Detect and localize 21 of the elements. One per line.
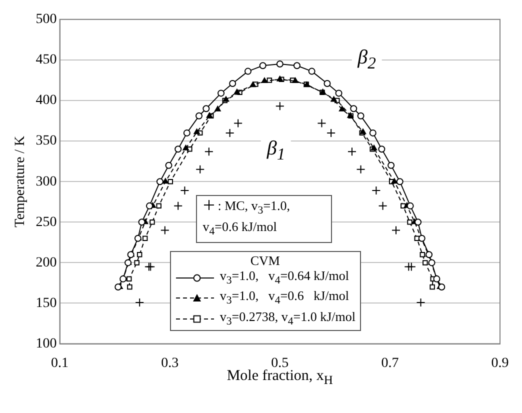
y-tick-label: 100 (36, 336, 57, 352)
y-axis-title: Temperature / K (13, 136, 28, 228)
legend-label: v$_{3}$=0.2738, v$_{4}$=1.0 kJ/mol (220, 308, 356, 330)
legend-frame: : MC, v$_{3}$=1.0, v$_{4}$=0.6 kJ/mol (196, 195, 332, 243)
legend-title: CVM (249, 252, 281, 268)
x-tick-label: 0.9 (491, 356, 509, 371)
legend-label: v$_{3}$=1.0, v$_{4}$=0.64 kJ/mol (220, 268, 350, 288)
annotation: β$_{2}$ (352, 46, 382, 74)
y-tick-label: 400 (36, 93, 57, 108)
x-tick-label: 0.3 (161, 356, 179, 371)
y-tick-label: 500 (36, 12, 57, 28)
y-tick-label: 200 (36, 255, 57, 270)
y-tick-label: 250 (36, 214, 57, 230)
annotation: β$_{1}$ (260, 137, 292, 164)
y-tick-label: 350 (36, 134, 57, 149)
y-tick-label: 450 (36, 52, 57, 68)
y-tick-label: 300 (36, 174, 57, 190)
x-tick-label: 0.1 (51, 356, 69, 371)
x-tick-label: 0.7 (381, 356, 399, 371)
y-tick-label: 150 (36, 296, 57, 311)
legend-label: v$_{3}$=1.0, v$_{4}$=0.6 kJ/mol (220, 288, 350, 309)
